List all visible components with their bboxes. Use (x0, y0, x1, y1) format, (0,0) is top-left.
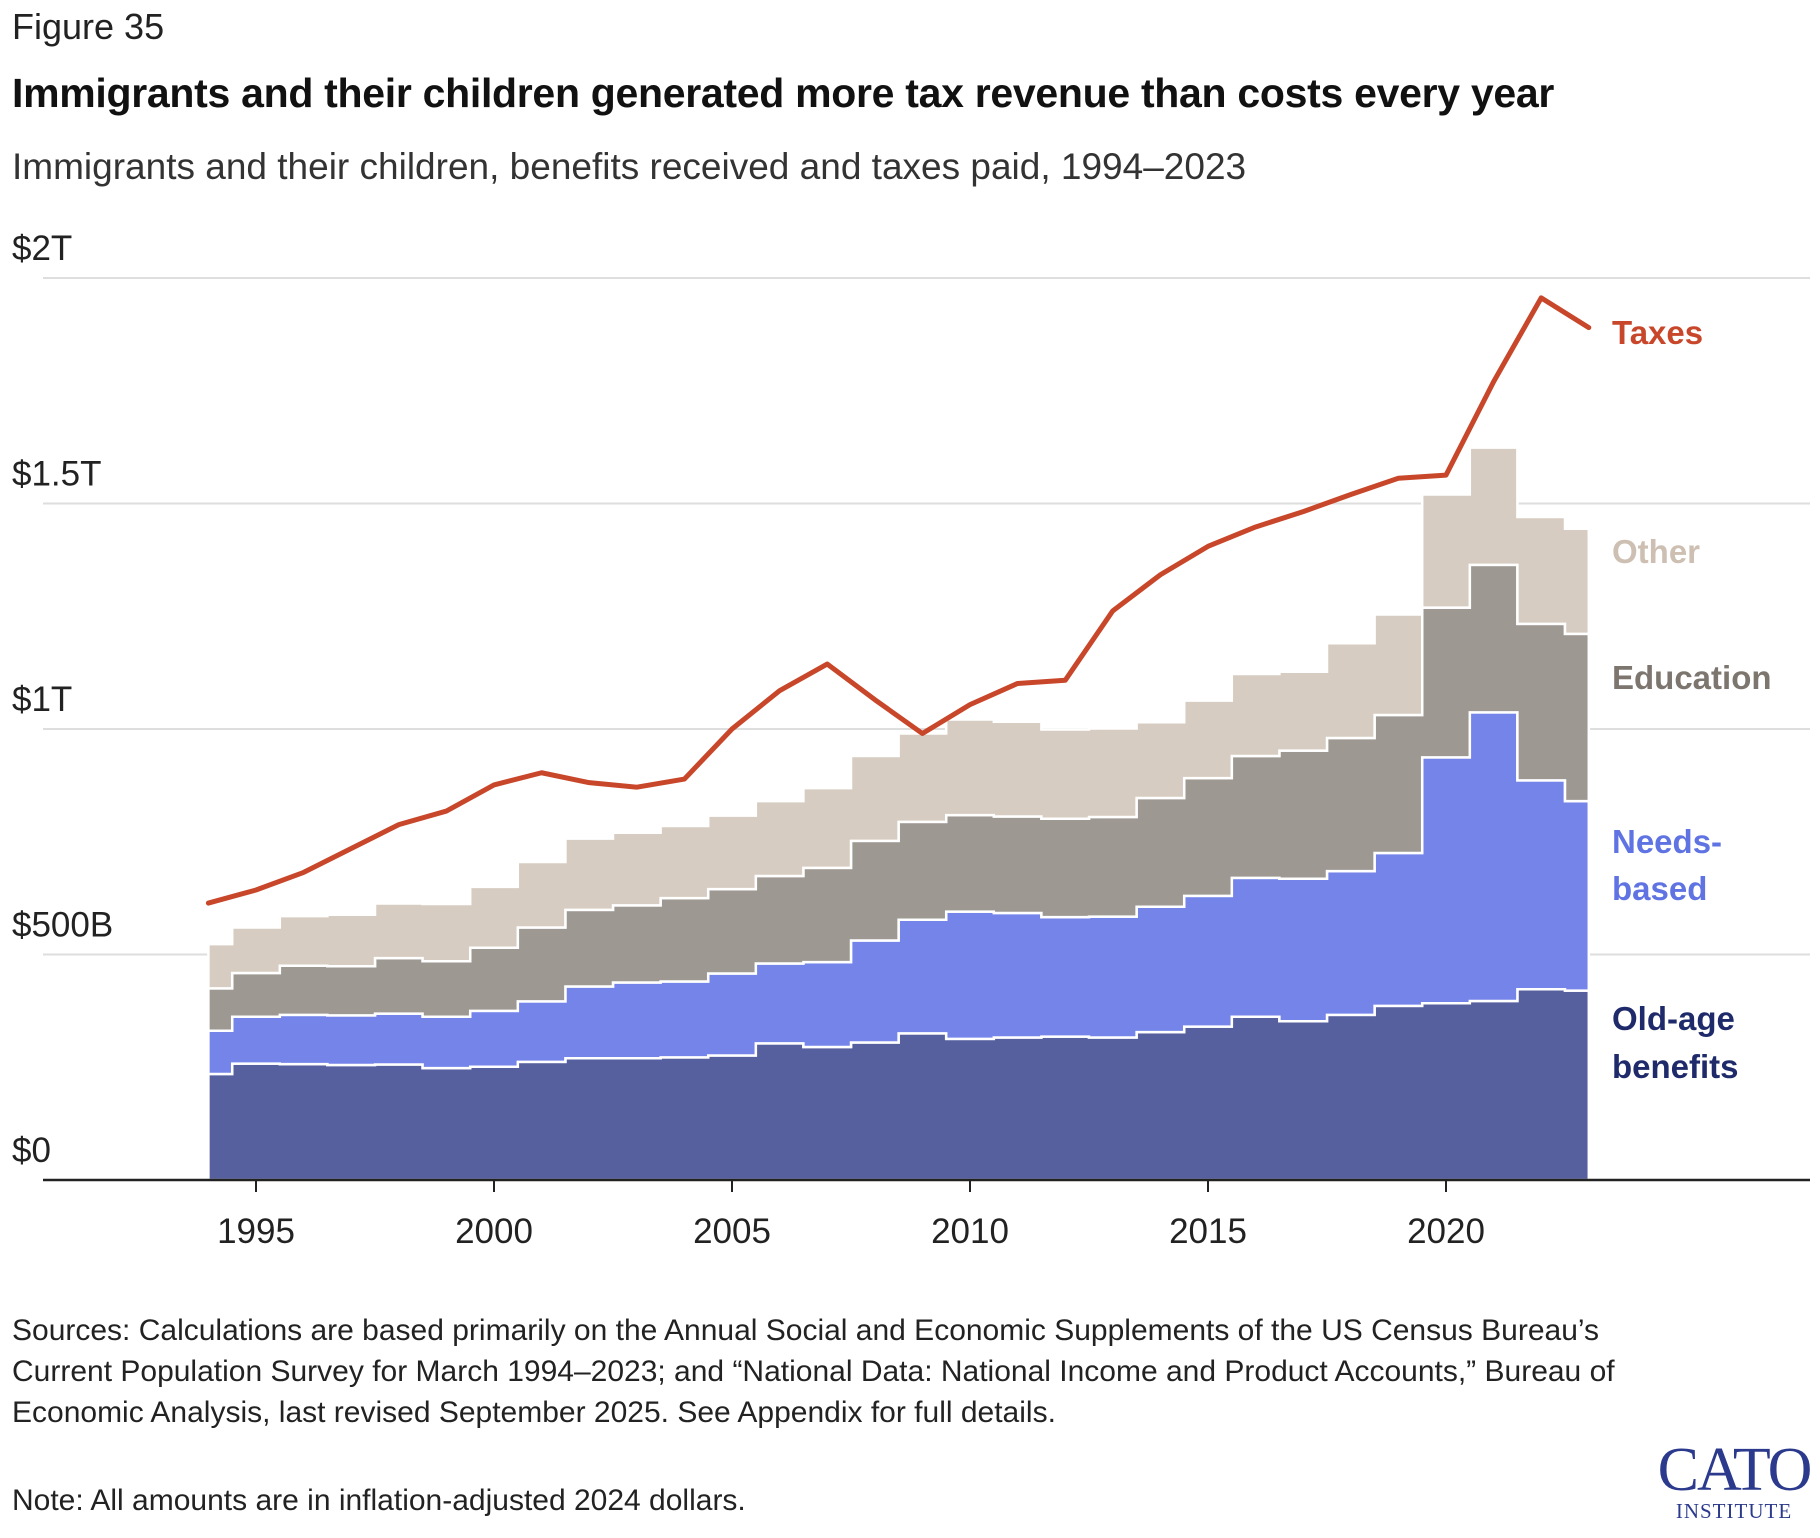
label-other: Other (1612, 533, 1700, 570)
x-tick-label: 1995 (217, 1212, 295, 1251)
label-needs-based: based (1612, 870, 1707, 907)
chart-title: Immigrants and their children generated … (12, 70, 1555, 116)
label-taxes: Taxes (1612, 314, 1703, 351)
y-tick-label: $1T (12, 680, 72, 719)
logo-subtitle: INSTITUTE (1675, 1499, 1793, 1523)
area-other (207, 446, 1591, 990)
cato-logo: CATO INSTITUTE (1654, 1436, 1814, 1523)
x-tick-label: 2010 (931, 1212, 1009, 1251)
label-old-age-benefits: benefits (1612, 1048, 1739, 1085)
footnote: Note: All amounts are in inflation-adjus… (12, 1484, 746, 1517)
chart-subtitle: Immigrants and their children, benefits … (12, 146, 1247, 187)
figure-label: Figure 35 (12, 6, 165, 47)
y-tick-label: $500B (12, 906, 113, 945)
label-old-age-benefits: Old-age (1612, 1000, 1735, 1037)
sources-note: Sources: Calculations are based primaril… (12, 1314, 1615, 1429)
x-tick-label: 2005 (693, 1212, 771, 1251)
y-tick-label: $1.5T (12, 455, 102, 494)
x-tick-label: 2015 (1169, 1212, 1247, 1251)
x-tick-label: 2020 (1407, 1212, 1485, 1251)
label-education: Education (1612, 659, 1772, 696)
taxes-line (205, 295, 1592, 906)
label-needs-based: Needs- (1612, 823, 1722, 860)
y-tick-label: $2T (12, 229, 72, 268)
logo-wordmark: CATO (1657, 1436, 1813, 1504)
y-tick-label: $0 (12, 1131, 51, 1170)
axes: 1995 2000 2005 2010 2015 2020 (43, 1178, 1810, 1251)
taxes-line-group (205, 295, 1592, 906)
series-labels: Taxes Old-age benefits Needs-based Education… (1612, 314, 1772, 1085)
stacked-areas (207, 446, 1591, 1182)
chart: $0 $500B $1T $1.5T $2T 1995 2000 2005 2010 2015 2… (12, 229, 1810, 1251)
x-tick-label: 2000 (455, 1212, 533, 1251)
